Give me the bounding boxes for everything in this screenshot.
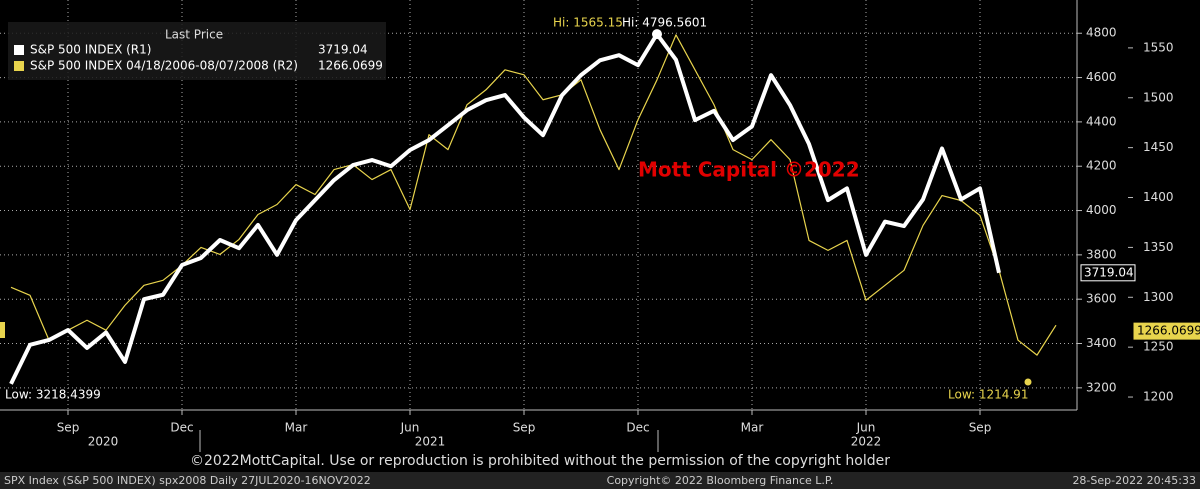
legend-label: S&P 500 INDEX 04/18/2006-08/07/2008 (R2): [30, 59, 298, 73]
legend-swatch: [14, 45, 24, 55]
year-label: 2020: [88, 435, 119, 449]
footer-band: [0, 472, 1200, 489]
y-tick-label: 3800: [1086, 247, 1117, 261]
last-price-box: [1080, 264, 1136, 282]
y-tick-label: 4000: [1086, 203, 1117, 217]
x-tick-label: Jun: [856, 421, 876, 435]
annotation: Hi: 4796.5601: [622, 16, 707, 30]
y-tick-label: 4200: [1086, 159, 1117, 173]
x-tick-label: Mar: [741, 421, 764, 435]
last-price-box: [1133, 322, 1200, 340]
y2-tick-label: 1250: [1143, 340, 1174, 354]
hi-marker: [652, 29, 662, 40]
legend-header: Last Price: [165, 28, 223, 42]
x-tick-label: Sep: [969, 421, 992, 435]
legend-swatch: [14, 61, 24, 71]
left-tag: [0, 322, 5, 338]
last-price-label: 1266.0699: [1137, 324, 1200, 338]
x-tick-label: Sep: [513, 421, 536, 435]
x-tick-label: Jun: [400, 421, 420, 435]
y-tick-label: 3200: [1086, 380, 1117, 394]
x-tick-label: Mar: [285, 421, 308, 435]
y2-tick-label: 1350: [1143, 240, 1174, 254]
legend-box: [8, 22, 386, 80]
y-tick-label: 4400: [1086, 114, 1117, 128]
legend-value: 1266.0699: [318, 59, 383, 73]
annotation: Low: 3218.4399: [5, 388, 101, 402]
footer-left: SPX Index (S&P 500 INDEX) spx2008 Daily …: [4, 474, 371, 487]
y-tick-label: 4800: [1086, 26, 1117, 40]
y2-tick-label: 1400: [1143, 190, 1174, 204]
y2-tick-label: 1300: [1143, 290, 1174, 304]
legend-label: S&P 500 INDEX (R1): [30, 43, 151, 57]
plot-area: [0, 0, 1077, 410]
low-marker: [1024, 378, 1032, 386]
legend-value: 3719.04: [318, 43, 368, 57]
footer-center: Copyright© 2022 Bloomberg Finance L.P.: [607, 474, 834, 487]
x-tick-label: Dec: [626, 421, 649, 435]
footer-right: 28-Sep-2022 20:45:33: [1072, 474, 1196, 487]
annotation: Low: 1214.91: [948, 388, 1028, 402]
y-tick-label: 4600: [1086, 70, 1117, 84]
y2-tick-label: 1550: [1143, 40, 1174, 54]
notice: ©2022MottCapital. Use or reproduction is…: [190, 453, 890, 469]
watermark: Mott Capital ©2022: [638, 158, 860, 182]
y2-tick-label: 1200: [1143, 390, 1174, 404]
y2-tick-label: 1500: [1143, 90, 1174, 104]
year-label: 2021: [415, 435, 446, 449]
x-tick-label: Sep: [57, 421, 80, 435]
y-tick-label: 3600: [1086, 292, 1117, 306]
year-label: 2022: [851, 435, 882, 449]
series-line: [9, 32, 1001, 385]
x-tick-label: Dec: [170, 421, 193, 435]
y-tick-label: 3400: [1086, 336, 1117, 350]
y2-tick-label: 1450: [1143, 140, 1174, 154]
last-price-label: 3719.04: [1084, 265, 1134, 279]
annotation: Hi: 1565.15: [553, 16, 623, 30]
